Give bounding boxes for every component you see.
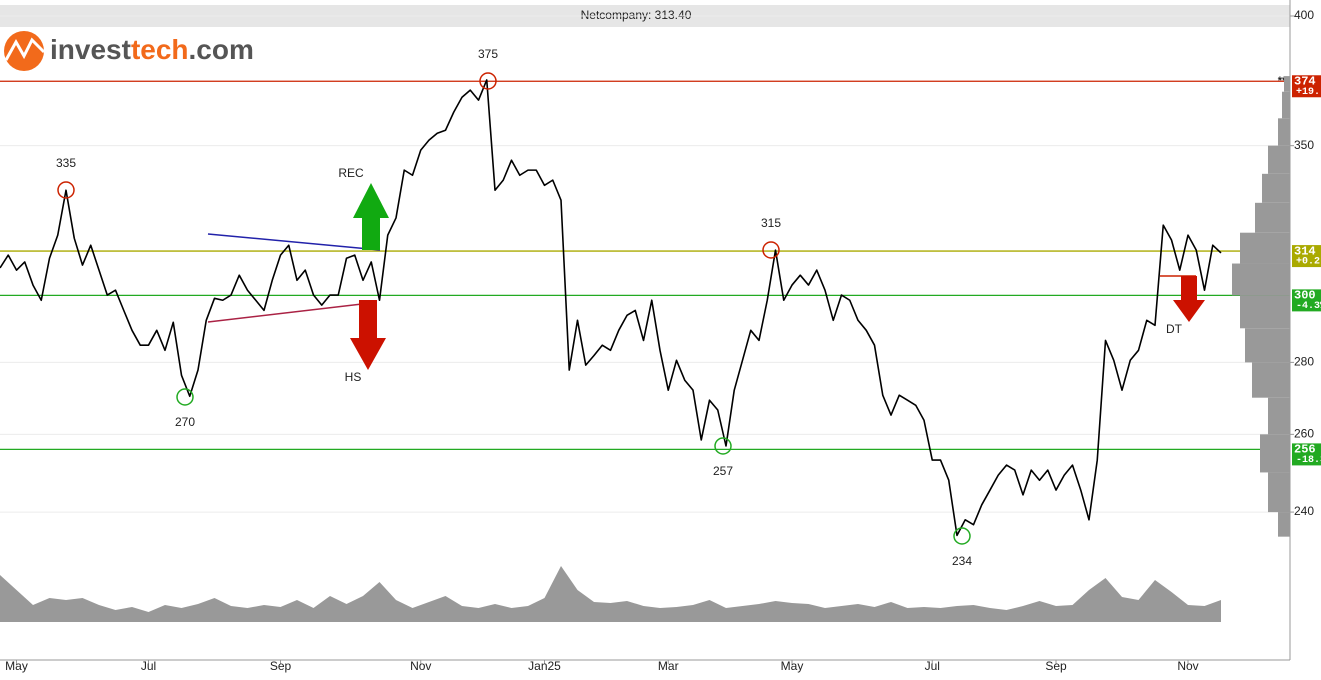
- level-value: 256: [1294, 443, 1316, 457]
- price-volume-bar: [1255, 202, 1290, 233]
- trend-line: [207, 233, 381, 251]
- trough-circle: [714, 437, 732, 455]
- arrow-down: [350, 300, 386, 370]
- x-tick-label: Sep: [1045, 659, 1067, 673]
- logo-text: tech: [131, 34, 189, 65]
- x-tick-label: Nov: [410, 659, 431, 673]
- price-volume-bar: [1284, 76, 1290, 92]
- level-value: 314: [1294, 244, 1316, 258]
- level-change: +19.: [1296, 87, 1320, 98]
- volume: [0, 566, 1221, 622]
- price-volume-bar: [1268, 397, 1290, 435]
- price-volume-bar: [1232, 263, 1290, 296]
- level-value: 374: [1294, 74, 1316, 88]
- annotation: 315: [761, 216, 781, 230]
- trend-line: [207, 303, 363, 323]
- annotation: REC: [338, 166, 364, 180]
- level-change: +0.2: [1296, 257, 1320, 268]
- chart-title: Netcompany: 313.40: [581, 8, 692, 22]
- annotation: 257: [713, 464, 733, 478]
- logo-text: invest: [50, 34, 131, 65]
- levels: **374+19.**314+0.2**300-4.3%**256-18.3: [0, 74, 1321, 466]
- price: [0, 79, 1222, 537]
- x-tick-label: Mar: [658, 659, 679, 673]
- y-tick-label: 350: [1294, 138, 1314, 152]
- level-marker: **: [1278, 75, 1287, 87]
- annotation: 335: [56, 156, 76, 170]
- level-box: [1292, 289, 1321, 312]
- annotation: HS: [345, 370, 362, 384]
- x-tick-label: Jul: [141, 659, 156, 673]
- annotation: 270: [175, 415, 195, 429]
- price-volume-bar: [1260, 434, 1290, 473]
- price-volume-bar: [1245, 328, 1290, 363]
- price-volume-bar: [1278, 512, 1290, 537]
- level-box: [1292, 75, 1321, 98]
- x-tick-label: Jan25: [528, 659, 561, 673]
- x-tick-label: Sep: [270, 659, 292, 673]
- level-value: 300: [1294, 289, 1316, 303]
- logo-icon-line: [4, 37, 46, 61]
- x-tick-label: May: [781, 659, 804, 673]
- level-box: [1292, 443, 1321, 466]
- level-change: -18.3: [1296, 455, 1321, 466]
- price-line: [0, 79, 1222, 537]
- arrow-up: [353, 183, 389, 250]
- price-volume-bar: [1262, 173, 1290, 203]
- annotation: 375: [478, 47, 498, 61]
- price-volume-bar: [1240, 295, 1290, 329]
- peak-circle: [57, 181, 75, 199]
- svg-text:investtech.com: investtech.com: [50, 34, 254, 65]
- logo: investtech.com: [4, 31, 254, 71]
- y-tick-label: 260: [1294, 427, 1314, 441]
- price-volume-bar: [1268, 145, 1290, 174]
- x-tick-label: Jul: [925, 659, 940, 673]
- price-volume: [1232, 76, 1290, 537]
- price-volume-bar: [1282, 91, 1290, 119]
- x-tick-label: Nov: [1177, 659, 1198, 673]
- annotation: DT: [1166, 322, 1183, 336]
- price-volume-bar: [1252, 362, 1290, 398]
- arrow-down: [1173, 276, 1205, 322]
- price-volume-bar: [1240, 232, 1290, 264]
- x-tick-label: May: [5, 659, 28, 673]
- y-tick-label: 280: [1294, 355, 1314, 369]
- trough-circle: [176, 388, 194, 406]
- price-volume-bar: [1278, 118, 1290, 146]
- peak-circle: [479, 72, 497, 90]
- grid: [0, 15, 1290, 513]
- y-tick-label: 400: [1294, 8, 1314, 22]
- annotation: 234: [952, 554, 972, 568]
- level-box: [1292, 245, 1321, 268]
- logo-text: .com: [189, 34, 254, 65]
- peak-circle: [762, 241, 780, 259]
- trough-circle: [953, 527, 971, 545]
- price-volume-bar: [1268, 472, 1290, 513]
- axes: 240 260 280 350 400 May Jul Sep Nov Jan25 Mar May Ju…: [5, 8, 1314, 673]
- volume-area: [0, 566, 1221, 622]
- y-tick-label: 240: [1294, 504, 1314, 518]
- level-change: -4.3%: [1296, 301, 1321, 312]
